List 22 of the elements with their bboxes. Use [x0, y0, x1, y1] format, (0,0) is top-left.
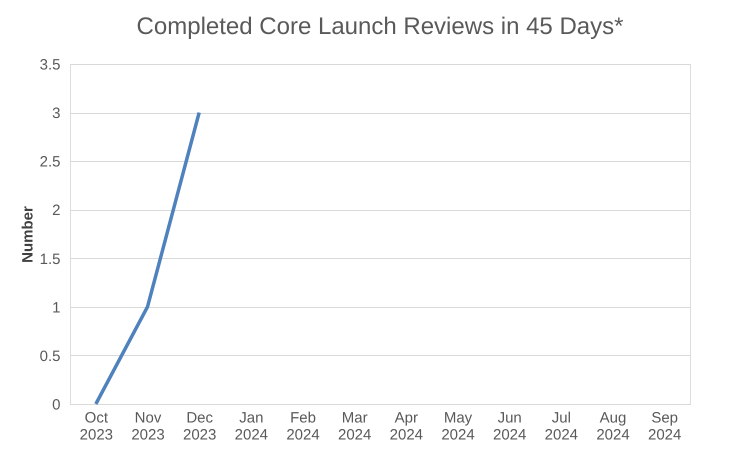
x-tick-label: Dec 2023 [182, 410, 216, 444]
x-tick-label: Mar 2024 [338, 410, 372, 444]
x-tick-label: May 2024 [441, 410, 475, 444]
y-tick-label: 2 [52, 202, 60, 220]
x-tick-label: Aug 2024 [596, 410, 630, 444]
x-tick-label: Sep 2024 [648, 410, 682, 444]
x-tick-label: Jan 2024 [234, 410, 268, 444]
x-tick-label: Apr 2024 [390, 410, 424, 444]
x-tick-label: Jun 2024 [492, 410, 526, 444]
x-tick-label: Oct 2023 [80, 410, 114, 444]
y-tick-label: 3 [52, 105, 60, 122]
y-tick-label: 0 [52, 396, 60, 414]
y-tick-label: 3.5 [40, 56, 60, 74]
y-tick-label: 1 [52, 299, 60, 316]
y-tick-label: 1.5 [40, 250, 60, 268]
y-tick-label: 2.5 [40, 154, 60, 171]
x-tick-label: Feb 2024 [286, 410, 320, 444]
x-tick-label: Jul 2024 [544, 410, 578, 444]
chart-title: Completed Core Launch Reviews in 45 Days* [136, 13, 624, 40]
y-axis-title: Number [20, 206, 37, 263]
x-tick-label: Nov 2023 [131, 410, 165, 444]
y-tick-label: 0.5 [40, 348, 60, 365]
